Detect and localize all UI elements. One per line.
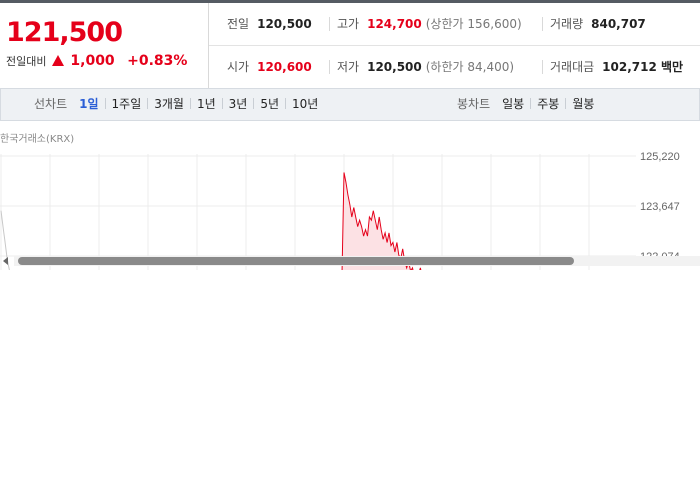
change-percent: +0.83%: [127, 53, 188, 69]
price-summary: 121,500 전일대비 1,000 +0.83%: [0, 3, 209, 88]
price-change: 전일대비 1,000 +0.83%: [6, 53, 187, 69]
candle-chart-tabs: 봉차트 일봉 주봉 월봉: [457, 89, 594, 120]
prev-close-value: 120,500: [257, 17, 312, 31]
divider: [253, 98, 255, 109]
chart-period-tabs: 선차트 1일 1주일 3개월 1년 3년 5년 10년 봉차트 일봉 주봉 월봉: [0, 88, 700, 121]
y-tick-label: 125,220: [640, 151, 680, 163]
tab-monthly[interactable]: 월봉: [572, 97, 595, 111]
high-cell: 고가 124,700 (상한가 156,600): [337, 3, 522, 45]
low-value: 120,500: [367, 60, 422, 74]
series-line-today: [341, 172, 427, 270]
current-price: 121,500: [6, 17, 123, 48]
quote-row-2: 시가 120,600 저가 120,500 (하한가 84,400) 거래대금 102,…: [209, 46, 700, 88]
divider: [329, 17, 330, 31]
tab-1d[interactable]: 1일: [79, 97, 99, 111]
open-cell: 시가 120,600: [227, 46, 312, 88]
low-label: 저가: [337, 60, 360, 74]
exchange-label: 한국거래소(KRX): [0, 134, 75, 145]
top-border: [0, 0, 700, 3]
tab-1y[interactable]: 1년: [196, 97, 216, 111]
tab-daily[interactable]: 일봉: [502, 97, 525, 111]
divider: [221, 98, 223, 109]
high-value: 124,700: [367, 17, 422, 31]
high-label: 고가: [337, 17, 360, 31]
change-amount: 1,000: [70, 53, 115, 69]
tab-10y[interactable]: 10년: [292, 97, 319, 111]
trade-value-label: 거래대금: [550, 60, 595, 74]
open-value: 120,600: [257, 60, 312, 74]
tab-3y[interactable]: 3년: [228, 97, 248, 111]
quote-row-1: 전일 120,500 고가 124,700 (상한가 156,600) 거래량 840,…: [209, 3, 700, 46]
chart-scrollbar-thumb[interactable]: [18, 257, 574, 265]
tab-weekly[interactable]: 주봉: [537, 97, 560, 111]
divider: [285, 98, 287, 109]
prev-close-label: 전일: [227, 17, 250, 31]
upper-limit: (상한가 156,600): [425, 17, 522, 31]
series-line-previous: [0, 210, 10, 270]
series-area-fill: [342, 172, 438, 270]
low-cell: 저가 120,500 (하한가 84,400): [337, 46, 514, 88]
volume-label: 거래량: [550, 17, 584, 31]
lower-limit: (하한가 84,400): [425, 60, 515, 74]
divider: [147, 98, 149, 109]
line-chart-tabs: 선차트 1일 1주일 3개월 1년 3년 5년 10년: [34, 89, 318, 120]
change-label: 전일대비: [6, 55, 47, 68]
open-label: 시가: [227, 60, 250, 74]
prev-close-cell: 전일 120,500: [227, 3, 312, 45]
scroll-left-arrow-icon[interactable]: [3, 257, 8, 265]
divider: [542, 17, 543, 31]
volume-cell: 거래량 840,707: [550, 3, 646, 45]
divider: [189, 98, 191, 109]
chart-grid: [0, 154, 636, 270]
divider: [542, 60, 543, 74]
divider: [565, 98, 567, 109]
divider: [104, 98, 106, 109]
tab-3m[interactable]: 3개월: [154, 97, 184, 111]
trade-value-cell: 거래대금 102,712 백만: [550, 46, 683, 88]
candle-chart-label: 봉차트: [457, 97, 491, 111]
y-tick-label: 123,647: [640, 201, 680, 213]
divider: [329, 60, 330, 74]
chart-series: [0, 172, 438, 270]
trade-value-value: 102,712 백만: [602, 60, 684, 74]
quote-info-table: 전일 120,500 고가 124,700 (상한가 156,600) 거래량 840,…: [209, 3, 700, 88]
line-chart-label: 선차트: [34, 97, 68, 111]
divider: [530, 98, 532, 109]
tab-5y[interactable]: 5년: [260, 97, 280, 111]
tab-1w[interactable]: 1주일: [111, 97, 142, 111]
volume-value: 840,707: [591, 17, 646, 31]
up-triangle-icon: [51, 55, 64, 66]
